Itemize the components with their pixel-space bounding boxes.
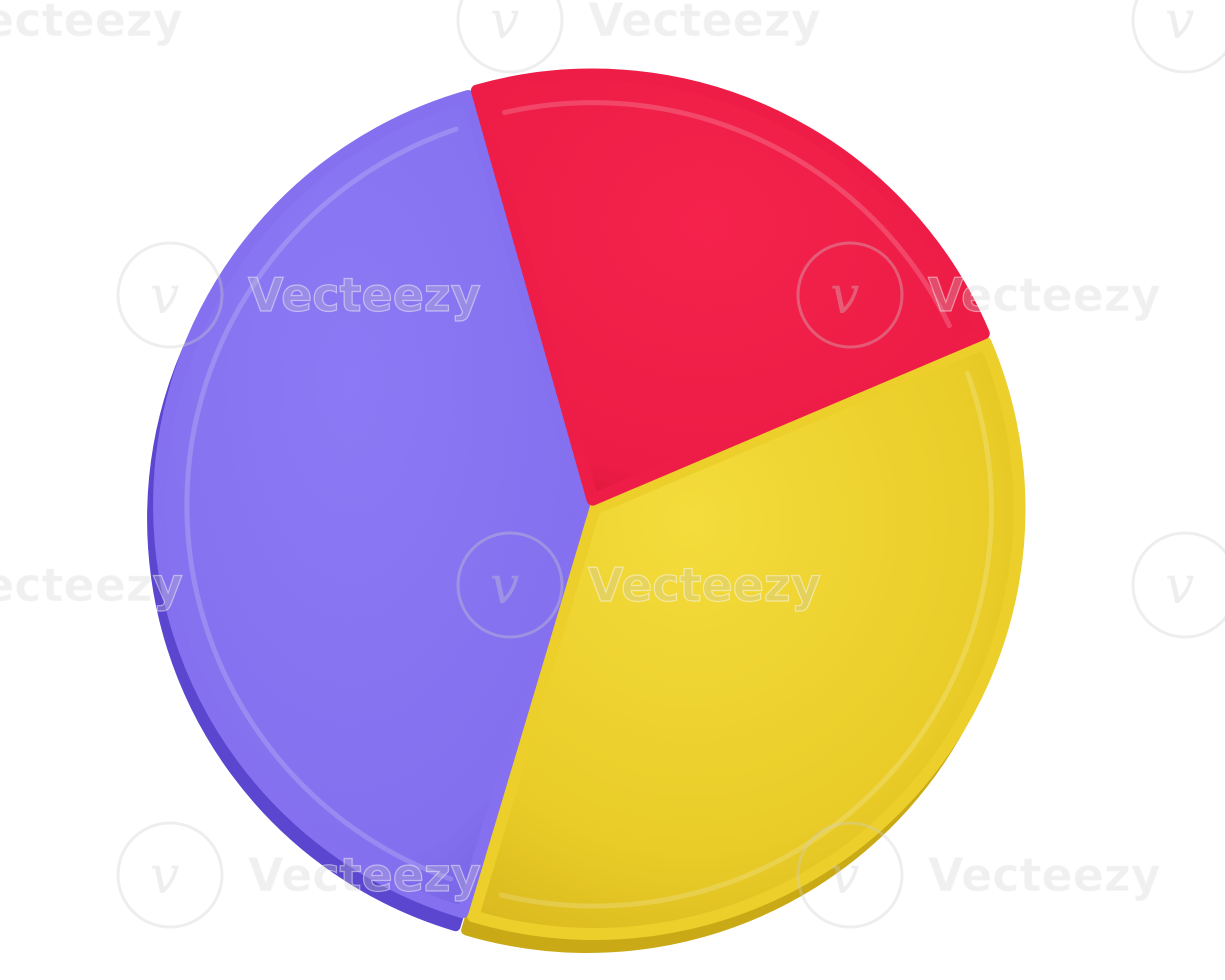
vecteezy-logo-icon [456,0,564,74]
watermark-text: Vecteezy [248,268,481,322]
svg-text:v: v [150,266,179,326]
watermark-text: Vecteezy [928,848,1161,902]
vecteezy-logo-icon [1131,0,1225,74]
watermark-text: Vecteezy [588,558,821,612]
pie-slice-3 [470,68,990,506]
watermark-text: Vecteezy [248,848,481,902]
vecteezy-logo-icon [116,241,224,349]
vecteezy-logo-icon [456,531,564,639]
vecteezy-logo-icon [116,821,224,929]
watermark: v Vecteezy [456,531,821,639]
svg-text:v: v [830,846,859,906]
watermark: v Vecteezy [456,0,821,74]
watermark: v Vecteezy [796,241,1161,349]
watermark: v Vecteezy [116,821,481,929]
svg-text:v: v [830,266,859,326]
svg-text:v: v [490,556,519,616]
watermark-layer: v Vecteezy v Vecteezy v Vecteezy v Vecteezy v Vec… [0,0,1225,929]
watermark-text: Vecteezy [588,0,821,47]
pie-slice-1 [467,336,1026,940]
vecteezy-logo-icon [796,821,904,929]
svg-text:v: v [1165,556,1194,616]
pie-slice-2-highlight [184,126,459,882]
pie-slice-3-highlight [502,100,952,329]
vecteezy-logo-icon [796,241,904,349]
watermark-text: Vecteezy [0,558,183,612]
svg-text:v: v [150,846,179,906]
pie-chart [147,68,1026,953]
watermark-text: Vecteezy [928,268,1161,322]
pie-slice-1-highlight [498,370,994,909]
svg-text:v: v [1165,0,1194,51]
watermark-text: Vecteezy [0,0,183,47]
pie-slice-2 [153,90,590,919]
watermark: v Vecteezy [116,241,481,349]
vecteezy-logo-icon [1131,531,1225,639]
svg-text:v: v [490,0,519,51]
watermark: v Vecteezy [796,821,1161,929]
